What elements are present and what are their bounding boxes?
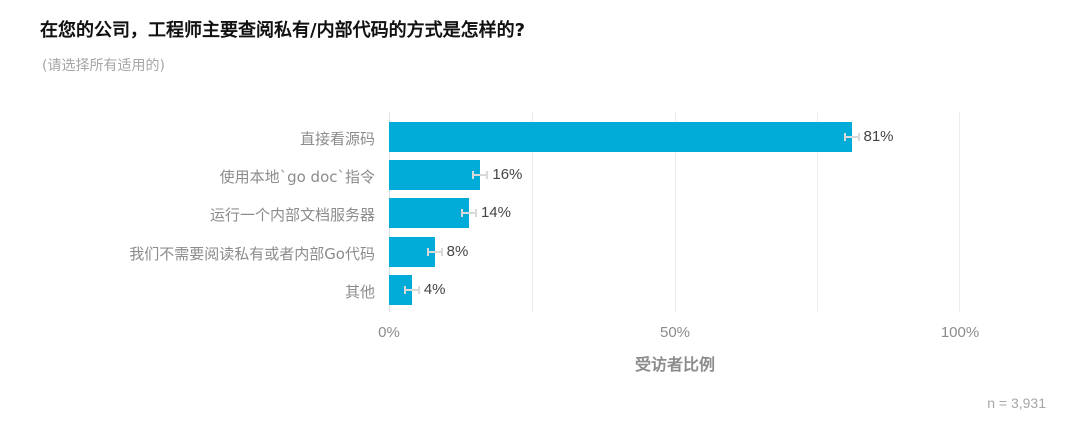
chart-title: 在您的公司，工程师主要查阅私有/内部代码的方式是怎样的? [40,20,526,41]
value-label: 14% [480,204,511,221]
error-bar [843,133,860,141]
category-label: 我们不需要阅读私有或者内部Go代码 [129,245,375,263]
error-bar [472,171,489,179]
value-label: 4% [423,281,446,298]
category-label: 运行一个内部文档服务器 [209,206,375,224]
sample-size-label: n = 3,931 [987,395,1046,411]
value-label: 81% [863,128,894,145]
category-label: 使用本地`go doc`指令 [219,168,375,186]
error-bar [403,286,420,294]
value-label: 16% [492,166,523,183]
gridline-50 [675,112,676,312]
x-tick-50: 50% [659,324,691,341]
bar [389,275,412,305]
x-tick-100: 100% [940,324,980,341]
x-tick-0: 0% [378,324,400,341]
x-axis-label: 受访者比例 [634,355,716,374]
chart-subtitle: (请选择所有适用的) [42,58,165,74]
bar [389,198,469,228]
bar [389,122,852,152]
gridline-100 [959,112,960,312]
gridline-75 [817,112,818,312]
gridline-25 [532,112,533,312]
bar [389,160,481,190]
value-label: 8% [446,243,469,260]
category-label: 直接看源码 [299,130,375,148]
error-bar [460,209,477,217]
plot-area: 81% 16% 14% 8% 4% [389,112,960,312]
category-label: 其他 [344,283,375,301]
error-bar [426,248,443,256]
